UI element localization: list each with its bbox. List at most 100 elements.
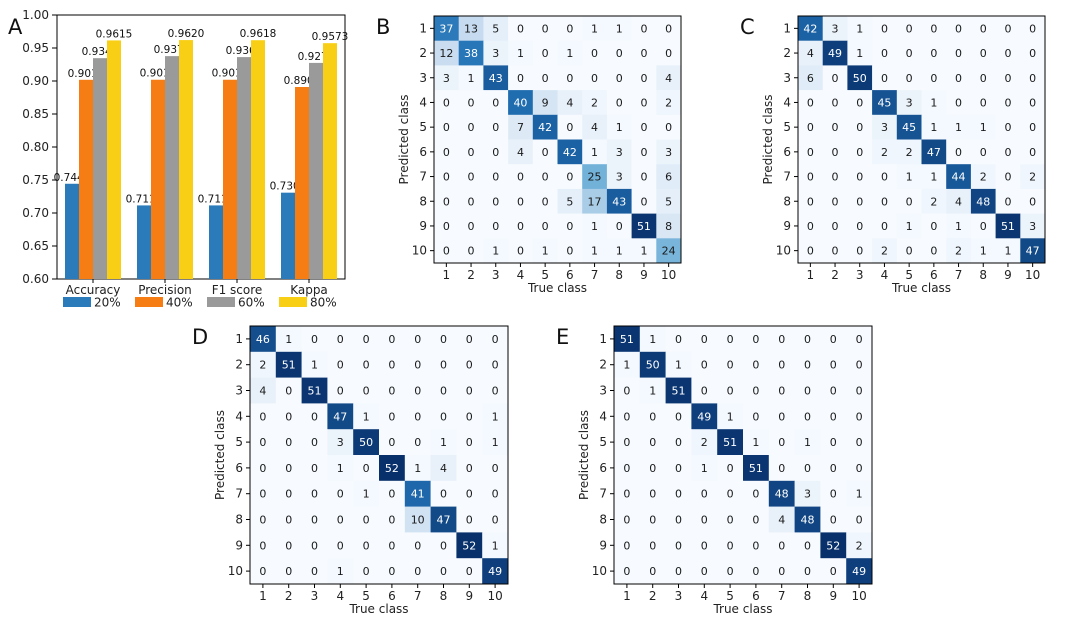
heatmap-b-cell-value: 38 (464, 47, 478, 60)
heatmap-c-cell-value: 0 (930, 72, 937, 85)
heatmap-c-cell-value: 48 (976, 195, 990, 208)
heatmap-b-cell-value: 5 (566, 195, 573, 208)
heatmap-d-cell (456, 351, 483, 378)
heatmap-c-cell (995, 238, 1021, 264)
heatmap-d-cell-value: 0 (440, 410, 447, 423)
y-tick-label: 0.60 (22, 272, 49, 286)
heatmap-b-cell (606, 164, 632, 190)
heatmap-d-cell-value: 0 (337, 333, 344, 346)
heatmap-b-cell (483, 16, 509, 41)
heatmap-c-x-tick-label: 1 (807, 268, 815, 282)
heatmap-d-cell (250, 351, 277, 378)
heatmap-d-cell (353, 351, 380, 378)
heatmap-b-cell (631, 188, 657, 214)
heatmap-e-cell-value: 0 (778, 410, 785, 423)
heatmap-e-cell-value: 2 (856, 539, 863, 552)
heatmap-d-cell-value: 0 (440, 385, 447, 398)
bar-80pct-3 (323, 43, 337, 279)
panel-letter-d: D (192, 325, 208, 349)
heatmap-d-cell-value: 1 (337, 462, 344, 475)
heatmap-e-cell-value: 0 (804, 462, 811, 475)
heatmap-c-cell-value: 0 (856, 121, 863, 134)
heatmap-d-cell-value: 0 (388, 488, 395, 501)
heatmap-e-x-tick-label: 3 (675, 589, 683, 603)
heatmap-d-cell (301, 377, 328, 404)
heatmap-b-cell (458, 40, 484, 66)
heatmap-d-cell-value: 0 (363, 514, 370, 527)
heatmap-c-cell (921, 139, 947, 165)
heatmap-c-cell (1020, 40, 1046, 66)
heatmap-e-cell (691, 403, 718, 430)
heatmap-d-cell (430, 506, 457, 533)
heatmap-d-cell (353, 403, 380, 430)
heatmap-d-cell (327, 455, 354, 482)
heatmap-e-cell (665, 377, 692, 404)
heatmap-e-x-tick-label: 9 (829, 589, 837, 603)
heatmap-c-x-tick-label: 2 (831, 268, 839, 282)
heatmap-e-cell-value: 0 (675, 565, 682, 578)
heatmap-b-cell-value: 43 (612, 195, 626, 208)
heatmap-c-cell-value: 0 (807, 245, 814, 258)
heatmap-e-cell-value: 0 (727, 488, 734, 501)
heatmap-d-cell (482, 506, 509, 533)
heatmap-d-cell-value: 0 (492, 488, 499, 501)
heatmap-e-cell (614, 326, 641, 353)
heatmap-b-x-tick-label: 1 (443, 268, 451, 282)
heatmap-c-cell (896, 40, 922, 66)
heatmap-b-cell-value: 0 (542, 220, 549, 233)
heatmap-d-cell (353, 455, 380, 482)
heatmap-d-cell (456, 429, 483, 456)
bar-60pct-3 (309, 62, 323, 279)
heatmap-d-cell-value: 0 (440, 565, 447, 578)
heatmap-b-cell-value: 0 (468, 146, 475, 159)
heatmap-d-cell-value: 0 (259, 539, 266, 552)
heatmap-c-cell (896, 213, 922, 239)
heatmap-c-cell-value: 4 (807, 47, 814, 60)
heatmap-c-cell (946, 139, 972, 165)
heatmap-d-cell (456, 480, 483, 507)
heatmap-e-cell-value: 48 (775, 488, 789, 501)
heatmap-c-cell (1020, 65, 1046, 91)
heatmap-c-cell (1020, 16, 1046, 41)
heatmap-c-cell (970, 238, 996, 264)
heatmap-c-cell-value: 0 (881, 220, 888, 233)
heatmap-b-cell (532, 40, 558, 66)
heatmap-e-cell-value: 0 (727, 565, 734, 578)
heatmap-b-cell (532, 90, 558, 116)
heatmap-e-cell-value: 0 (649, 488, 656, 501)
heatmap-d-cell (482, 351, 509, 378)
heatmap-c-cell-value: 1 (980, 245, 987, 258)
heatmap-b-cell (606, 40, 632, 66)
heatmap-b-cell (631, 90, 657, 116)
heatmap-d-cell-value: 0 (337, 514, 344, 527)
heatmap-b-cell (483, 40, 509, 66)
heatmap-c-cell (970, 90, 996, 116)
heatmap-b-xlabel: True class (527, 281, 587, 295)
bar-value-label: 0.9620 (168, 28, 205, 40)
heatmap-e-cell (691, 480, 718, 507)
heatmap-e-cell-value: 0 (804, 359, 811, 372)
heatmap-e-cell (768, 558, 795, 585)
y-tick-label: 0.85 (22, 107, 49, 121)
heatmap-b-cell-value: 1 (616, 245, 623, 258)
heatmap-e-cell (665, 532, 692, 559)
heatmap-b-cell (532, 65, 558, 91)
heatmap-c-cell-value: 3 (1029, 220, 1036, 233)
heatmap-c-cell (995, 40, 1021, 66)
heatmap-b-cell-value: 1 (492, 245, 499, 258)
heatmap-e-cell (846, 326, 873, 353)
heatmap-b-cell-value: 13 (464, 22, 478, 35)
heatmap-c-cell (921, 16, 947, 41)
heatmap-d-cell (250, 506, 277, 533)
heatmap-e-cell-value: 0 (752, 488, 759, 501)
heatmap-c-cell-value: 0 (1029, 72, 1036, 85)
heatmap-e-cell-value: 3 (804, 488, 811, 501)
heatmap-c-x-tick-label: 9 (1004, 268, 1012, 282)
heatmap-b-cell (631, 65, 657, 91)
heatmap-d-cell-value: 0 (492, 385, 499, 398)
heatmap-b-cell-value: 3 (443, 72, 450, 85)
heatmap-c-cell (872, 188, 898, 214)
legend-swatch-20pct (63, 297, 91, 307)
heatmap-c-y-tick-label: 1 (783, 21, 791, 35)
heatmap-c-cell (921, 164, 947, 190)
